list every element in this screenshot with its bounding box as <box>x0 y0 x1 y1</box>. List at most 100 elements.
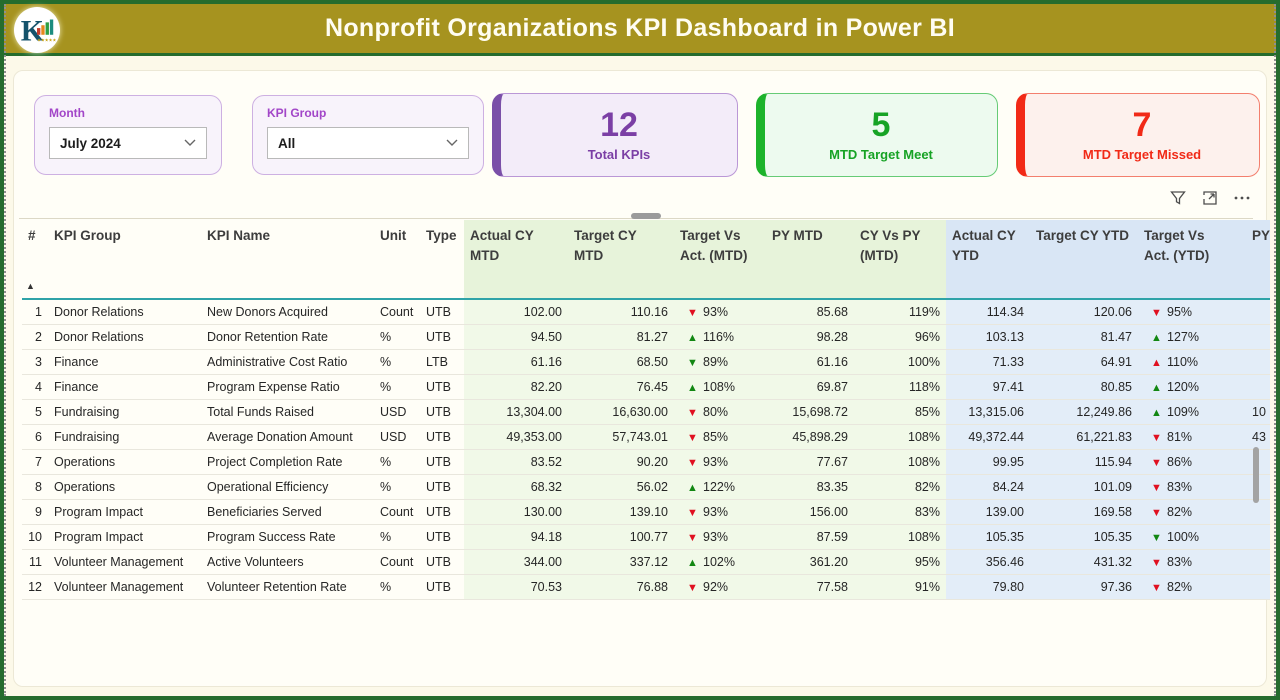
py-ytd-cell <box>1228 324 1270 350</box>
kpi-group-cell: Fundraising <box>48 424 201 450</box>
horizontal-scrollbar[interactable] <box>19 211 1253 219</box>
column-header-target-cy-ytd[interactable]: Target CY YTD <box>1030 220 1138 299</box>
actual-cy-ytd-cell: 139.00 <box>946 499 1030 525</box>
target-cy-mtd-cell: 337.12 <box>568 549 674 575</box>
kpi-status-value: 93% <box>703 504 729 519</box>
column-header-py-mtd[interactable]: PY MTD <box>766 220 854 299</box>
horizontal-scrollbar-thumb[interactable] <box>631 213 661 219</box>
target-vs-act-mtd-cell: ▲ 102% <box>674 549 766 575</box>
target-vs-act-mtd-cell: ▼ 85% <box>674 424 766 450</box>
more-options-icon[interactable] <box>1233 189 1251 207</box>
arrow-down-icon: ▼ <box>687 531 698 544</box>
target-cy-ytd-cell: 431.32 <box>1030 549 1138 575</box>
table-row[interactable]: 11 Volunteer Management Active Volunteers C… <box>22 549 1270 575</box>
arrow-up-icon: ▲ <box>687 481 698 494</box>
kpi-status-value: 127% <box>1167 329 1199 344</box>
cy-vs-py-mtd-cell: 95% <box>854 549 946 575</box>
table-row[interactable]: 8 Operations Operational Efficiency% UTB 68.… <box>22 474 1270 500</box>
column-header-target-vs-act-ytd[interactable]: Target Vs Act. (YTD) <box>1138 220 1228 299</box>
target-vs-act-ytd-cell: ▼ 83% <box>1138 474 1228 500</box>
actual-cy-mtd-cell: 49,353.00 <box>464 424 568 450</box>
actual-cy-mtd-cell: 94.18 <box>464 524 568 550</box>
kpi-group-cell: Volunteer Management <box>48 549 201 575</box>
actual-cy-ytd-cell: 84.24 <box>946 474 1030 500</box>
kpi-group-cell: Donor Relations <box>48 324 201 350</box>
column-header-py-ytd[interactable]: PY <box>1228 220 1270 299</box>
kpi-group-cell: Finance <box>48 349 201 375</box>
column-header-actual-cy-ytd[interactable]: Actual CY YTD <box>946 220 1030 299</box>
table-row[interactable]: 12 Volunteer Management Volunteer Retentio… <box>22 574 1270 600</box>
target-vs-act-ytd-cell: ▲ 127% <box>1138 324 1228 350</box>
target-cy-mtd-cell: 100.77 <box>568 524 674 550</box>
target-cy-mtd-cell: 90.20 <box>568 449 674 475</box>
table-row[interactable]: 5 Fundraising Total Funds Raised USD UTB 13,3… <box>22 399 1270 425</box>
column-header-kpi-group[interactable]: KPI Group <box>54 228 121 243</box>
kpi-status-value: 102% <box>703 554 735 569</box>
target-vs-act-ytd-cell: ▼ 82% <box>1138 499 1228 525</box>
target-cy-mtd-cell: 76.45 <box>568 374 674 400</box>
focus-mode-icon[interactable] <box>1201 189 1219 207</box>
unit-cell: % <box>374 474 420 500</box>
py-ytd-cell: 43 <box>1228 424 1270 450</box>
py-ytd-cell <box>1228 549 1270 575</box>
kpi-group-filter-card: KPI Group All <box>252 95 484 175</box>
column-header-cy-vs-py-mtd[interactable]: CY Vs PY (MTD) <box>854 220 946 299</box>
table-row[interactable]: 2 Donor Relations Donor Retention Rate% UTB… <box>22 324 1270 350</box>
target-vs-act-ytd-cell: ▲ 120% <box>1138 374 1228 400</box>
column-header-actual-cy-mtd[interactable]: Actual CY MTD <box>464 220 568 299</box>
row-number-cell: 10 <box>22 524 48 550</box>
vertical-scrollbar[interactable] <box>1252 221 1260 675</box>
arrow-down-icon: ▼ <box>687 456 698 469</box>
py-mtd-cell: 15,698.72 <box>766 399 854 425</box>
kpi-group-dropdown[interactable]: All <box>267 127 469 159</box>
py-ytd-cell: 10 <box>1228 399 1270 425</box>
arrow-down-icon: ▼ <box>687 581 698 594</box>
column-header-type[interactable]: Type <box>426 228 457 243</box>
mtd-target-missed-card[interactable]: 7 MTD Target Missed <box>1016 93 1260 177</box>
table-row[interactable]: 1 Donor Relations New Donors Acquired Count… <box>22 299 1270 325</box>
kpi-name-cell: Administrative Cost Ratio <box>201 349 374 375</box>
table-row[interactable]: 6 Fundraising Average Donation Amount USD UT… <box>22 424 1270 450</box>
cy-vs-py-mtd-cell: 118% <box>854 374 946 400</box>
kpi-status-value: 93% <box>703 304 729 319</box>
table-row[interactable]: 3 Finance Administrative Cost Ratio% LTB 61.… <box>22 349 1270 375</box>
table-row[interactable]: 9 Program Impact Beneficiaries Served Count… <box>22 499 1270 525</box>
mtd-target-meet-label: MTD Target Meet <box>829 147 933 163</box>
target-cy-mtd-cell: 139.10 <box>568 499 674 525</box>
month-dropdown[interactable]: July 2024 <box>49 127 207 159</box>
target-cy-ytd-cell: 115.94 <box>1030 449 1138 475</box>
kpi-status-value: 81% <box>1167 429 1193 444</box>
target-vs-act-mtd-cell: ▼ 92% <box>674 574 766 600</box>
mtd-target-meet-card[interactable]: 5 MTD Target Meet <box>756 93 998 177</box>
filter-icon[interactable] <box>1169 189 1187 207</box>
kpi-status-value: 89% <box>703 354 729 369</box>
column-header-unit[interactable]: Unit <box>380 228 407 243</box>
unit-cell: % <box>374 524 420 550</box>
unit-cell: Count <box>374 549 420 575</box>
main-panel: Month July 2024 KPI Group All 12 Total K… <box>13 70 1270 687</box>
py-ytd-cell <box>1228 524 1270 550</box>
arrow-down-icon: ▼ <box>687 306 698 319</box>
table-row[interactable]: 10 Program Impact Program Success Rate% UTB… <box>22 524 1270 550</box>
column-header-kpi-name[interactable]: KPI Name <box>207 228 271 243</box>
column-header-num[interactable]: # ▲ <box>22 220 48 299</box>
svg-text:K: K <box>21 16 44 48</box>
total-kpis-card[interactable]: 12 Total KPIs <box>492 93 738 177</box>
column-header-target-vs-act-mtd[interactable]: Target Vs Act. (MTD) <box>674 220 766 299</box>
actual-cy-ytd-cell: 103.13 <box>946 324 1030 350</box>
type-cell: UTB <box>420 399 464 425</box>
vertical-scrollbar-thumb[interactable] <box>1253 447 1259 503</box>
target-vs-act-mtd-cell: ▼ 93% <box>674 499 766 525</box>
table-row[interactable]: 4 Finance Program Expense Ratio% UTB 82.20 76… <box>22 374 1270 400</box>
table-row[interactable]: 7 Operations Project Completion Rate% UTB 83… <box>22 449 1270 475</box>
kpi-name-cell: Donor Retention Rate <box>201 324 374 350</box>
kpi-name-cell: Program Expense Ratio <box>201 374 374 400</box>
kpi-group-cell: Fundraising <box>48 399 201 425</box>
target-cy-ytd-cell: 12,249.86 <box>1030 399 1138 425</box>
row-number-cell: 3 <box>22 349 48 375</box>
column-header-target-cy-mtd[interactable]: Target CY MTD <box>568 220 674 299</box>
kpi-status-value: 83% <box>1167 479 1193 494</box>
kpi-name-cell: Project Completion Rate <box>201 449 374 475</box>
kpi-table: # ▲ KPI Group KPI Name Unit Type Actual … <box>22 220 1270 600</box>
chevron-down-icon <box>184 136 196 150</box>
